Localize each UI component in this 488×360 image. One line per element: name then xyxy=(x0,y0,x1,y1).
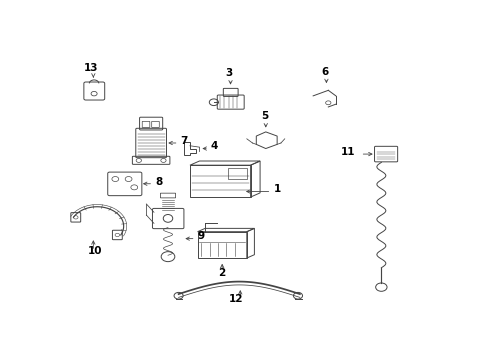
Text: 1: 1 xyxy=(273,184,280,194)
Text: 6: 6 xyxy=(321,67,328,77)
Text: 9: 9 xyxy=(197,231,204,242)
Text: 12: 12 xyxy=(229,294,243,305)
Text: 5: 5 xyxy=(260,112,267,121)
Text: 11: 11 xyxy=(340,147,354,157)
Text: 13: 13 xyxy=(84,63,98,73)
Text: 3: 3 xyxy=(225,68,232,78)
Text: 8: 8 xyxy=(155,176,162,186)
Text: 4: 4 xyxy=(210,141,218,151)
Text: 7: 7 xyxy=(180,136,187,146)
Text: 10: 10 xyxy=(87,246,102,256)
Text: 2: 2 xyxy=(218,268,225,278)
